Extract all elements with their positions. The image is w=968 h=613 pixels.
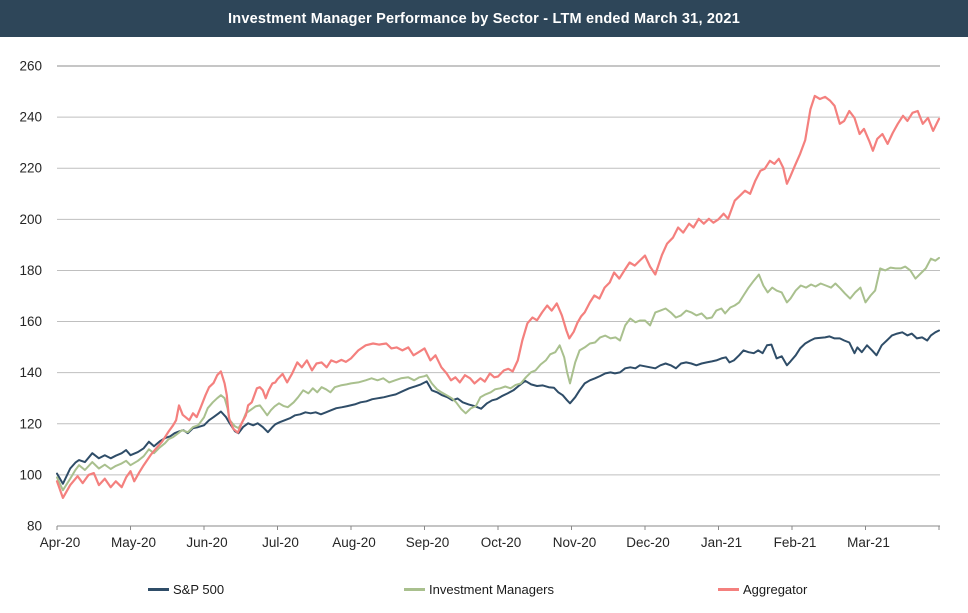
y-tick-label-100: 100 xyxy=(19,467,42,482)
y-tick-label-140: 140 xyxy=(19,365,42,380)
x-tick-label-Oct-20: Oct-20 xyxy=(481,535,522,550)
chart-title: Investment Manager Performance by Sector… xyxy=(228,10,740,27)
y-tick-label-180: 180 xyxy=(19,263,42,278)
legend-item-sp500: S&P 500 xyxy=(148,580,224,598)
sp500-line-swatch-icon xyxy=(148,587,169,591)
y-tick-label-160: 160 xyxy=(19,314,42,329)
y-tick-label-240: 240 xyxy=(19,110,42,125)
chart-area: 80 100 120 140 160 180 200 220 240 260 Apr-20 May-2… xyxy=(0,37,968,608)
y-tick-label-120: 120 xyxy=(19,416,42,431)
x-tick-label-Aug-20: Aug-20 xyxy=(332,535,376,550)
x-tick-label-Jun-20: Jun-20 xyxy=(186,535,227,550)
y-tick-label-220: 220 xyxy=(19,161,42,176)
chart-legend: S&P 500 Investment Managers Aggregator xyxy=(0,580,968,602)
chart-svg: 80 100 120 140 160 180 200 220 240 260 Apr-20 May-2… xyxy=(19,59,941,550)
y-tick-label-80: 80 xyxy=(27,519,42,534)
x-tick-label-Nov-20: Nov-20 xyxy=(553,535,597,550)
x-tick-label-Jan-21: Jan-21 xyxy=(701,535,742,550)
y-tick-label-200: 200 xyxy=(19,212,42,227)
investment-managers-line-swatch-icon xyxy=(404,587,425,591)
series-line-s-p-500 xyxy=(56,329,940,485)
x-tick-label-Mar-21: Mar-21 xyxy=(847,535,890,550)
x-tick-label-May-20: May-20 xyxy=(111,535,156,550)
chart-title-bar: Investment Manager Performance by Sector… xyxy=(0,0,968,37)
legend-item-aggregator: Aggregator xyxy=(718,580,807,598)
x-tick-label-Jul-20: Jul-20 xyxy=(262,535,299,550)
legend-item-investment-managers: Investment Managers xyxy=(404,580,554,598)
legend-label-investment-managers: Investment Managers xyxy=(429,581,555,597)
aggregator-line-swatch-icon xyxy=(718,587,739,591)
legend-label-sp500: S&P 500 xyxy=(173,581,225,597)
x-tick-label-Apr-20: Apr-20 xyxy=(40,535,81,550)
x-tick-label-Dec-20: Dec-20 xyxy=(626,535,670,550)
legend-label-aggregator: Aggregator xyxy=(743,581,808,597)
series-line-aggregator xyxy=(55,94,941,499)
series-line-investment-managers xyxy=(56,256,940,492)
y-tick-label-260: 260 xyxy=(19,59,42,74)
x-tick-label-Feb-21: Feb-21 xyxy=(774,535,817,550)
x-tick-label-Sep-20: Sep-20 xyxy=(406,535,450,550)
